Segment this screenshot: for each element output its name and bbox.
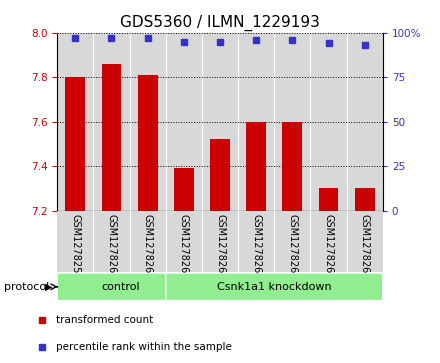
Text: GSM1278267: GSM1278267 [360, 213, 370, 279]
Text: GSM1278263: GSM1278263 [215, 213, 225, 279]
Bar [57, 211, 93, 272]
Text: GSM1278260: GSM1278260 [106, 213, 117, 279]
Bar [166, 211, 202, 272]
Text: GSM1278259: GSM1278259 [70, 213, 80, 279]
FancyBboxPatch shape [58, 274, 165, 300]
Bar [311, 33, 347, 211]
Bar [129, 211, 166, 272]
Bar [57, 33, 93, 211]
Bar [282, 122, 302, 211]
Bar [93, 211, 129, 272]
Text: Csnk1a1 knockdown: Csnk1a1 knockdown [217, 282, 332, 292]
Bar [347, 211, 383, 272]
Bar [210, 139, 230, 211]
Bar [274, 211, 311, 272]
Title: GDS5360 / ILMN_1229193: GDS5360 / ILMN_1229193 [120, 15, 320, 31]
Text: GSM1278264: GSM1278264 [251, 213, 261, 279]
Text: GSM1278266: GSM1278266 [323, 213, 334, 279]
Text: protocol: protocol [4, 282, 50, 292]
Text: GSM1278261: GSM1278261 [143, 213, 153, 279]
Text: GSM1278265: GSM1278265 [287, 213, 297, 279]
Bar [319, 188, 338, 211]
Bar [238, 211, 274, 272]
Text: percentile rank within the sample: percentile rank within the sample [56, 342, 232, 352]
Bar [138, 75, 158, 211]
Text: ▶: ▶ [45, 282, 53, 292]
Bar [347, 33, 383, 211]
Bar [202, 33, 238, 211]
Bar [311, 211, 347, 272]
FancyBboxPatch shape [166, 274, 382, 300]
Text: control: control [101, 282, 140, 292]
Bar [102, 64, 121, 211]
Bar [202, 211, 238, 272]
Bar [274, 33, 311, 211]
Text: GSM1278262: GSM1278262 [179, 213, 189, 279]
Bar [66, 77, 85, 211]
Bar [93, 33, 129, 211]
Bar [166, 33, 202, 211]
Bar [246, 122, 266, 211]
Bar [238, 33, 274, 211]
Bar [129, 33, 166, 211]
Bar [174, 168, 194, 211]
Text: transformed count: transformed count [56, 315, 153, 325]
Bar [355, 188, 375, 211]
